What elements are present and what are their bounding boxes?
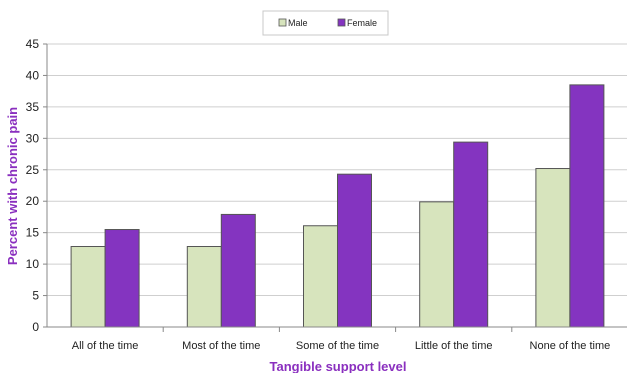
bar-female-1 <box>104 229 140 328</box>
x-category-label: Most of the time <box>182 340 260 352</box>
legend: Male Female <box>262 10 389 36</box>
grid <box>47 43 627 297</box>
x-category-label: All of the time <box>72 340 139 352</box>
y-tick-label: 45 <box>26 37 40 51</box>
y-tick-label: 15 <box>26 226 40 240</box>
x-axis-categories: All of the time Most of the time Some of t… <box>72 327 610 352</box>
bar-female-4 <box>453 141 489 328</box>
bar-male-5 <box>535 168 571 328</box>
y-tick-label: 5 <box>32 289 39 303</box>
x-category-label: None of the time <box>530 340 611 352</box>
y-tick-label: 20 <box>26 194 40 208</box>
bar-female-5 <box>569 84 605 328</box>
x-axis-label: Tangible support level <box>269 359 406 373</box>
legend-label-female: Female <box>347 18 377 28</box>
bars <box>70 84 605 328</box>
y-tick-label: 30 <box>26 131 40 145</box>
legend-swatch-female <box>337 18 346 27</box>
legend-label-male: Male <box>288 18 308 28</box>
y-tick-label: 10 <box>26 257 40 271</box>
legend-swatch-male <box>278 18 287 27</box>
bar-female-3 <box>337 173 372 328</box>
y-axis-label: Percent with chronic pain <box>5 107 20 265</box>
y-tick-label: 35 <box>26 100 40 114</box>
y-axis-ticks: 0 5 10 15 20 25 30 35 40 45 <box>26 37 47 334</box>
bar-male-2 <box>186 246 222 328</box>
bar-female-2 <box>220 213 256 328</box>
y-tick-label: 0 <box>32 320 39 334</box>
y-tick-label: 25 <box>26 163 40 177</box>
bar-male-4 <box>419 201 455 328</box>
bar-male-1 <box>70 246 106 328</box>
bar-male-3 <box>303 225 338 328</box>
y-tick-label: 40 <box>26 68 40 82</box>
x-category-label: Some of the time <box>296 340 379 352</box>
x-category-label: Little of the time <box>415 340 493 352</box>
